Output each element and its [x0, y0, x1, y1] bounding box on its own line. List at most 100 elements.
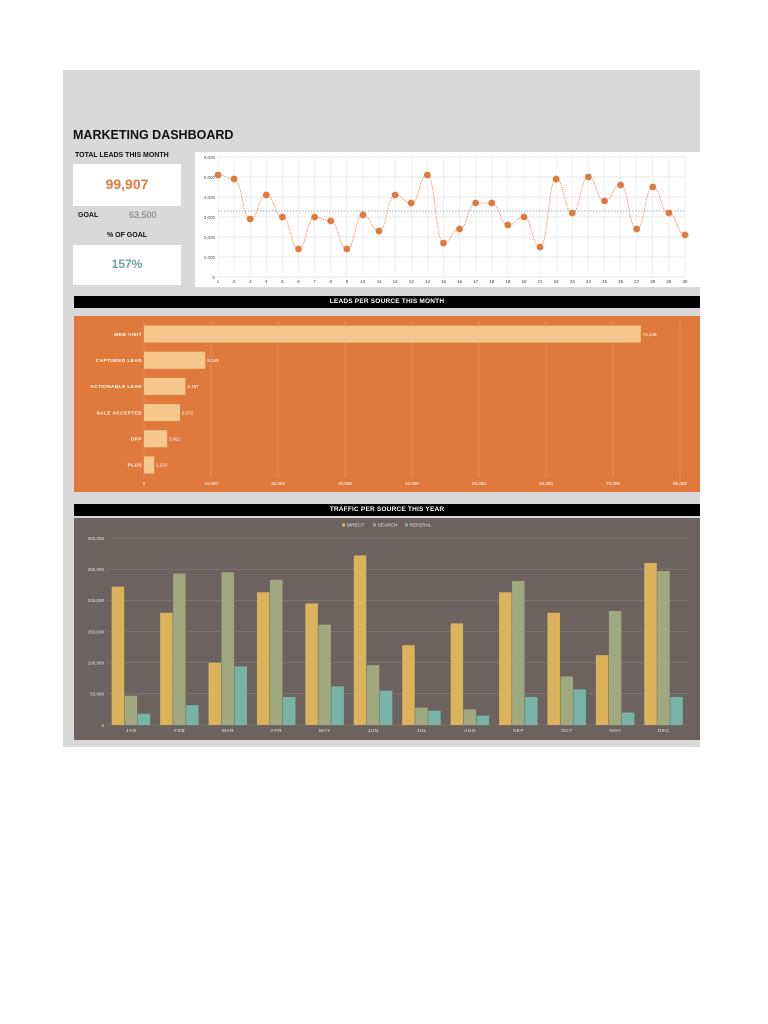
y-tick-label: 100,000 [88, 660, 105, 665]
data-point [601, 197, 608, 205]
category-label: SALE ACCEPTED [96, 410, 142, 416]
x-tick-label: 20 [521, 279, 527, 284]
column-bar [547, 612, 560, 725]
x-tick-label: 30 [682, 279, 688, 284]
y-tick-label: 0 [212, 275, 215, 280]
x-tick-label: 17 [473, 279, 479, 284]
column-bar [282, 696, 296, 725]
bar-value-label: 3,451 [169, 437, 181, 442]
daily-leads-chart-panel: 0 1,000 2,000 3,000 4,000 5,000 6,000 1 2 3 4 5 6 7 8 9… [195, 152, 700, 287]
data-point [617, 181, 624, 189]
column-bar [621, 712, 635, 725]
x-tick-label: 24 [586, 279, 592, 284]
category-label: CAPTURED LEAD [96, 358, 142, 364]
column-bar [476, 715, 490, 725]
bar [144, 325, 641, 343]
legend-label: DIRECT [347, 523, 365, 529]
data-point [375, 227, 383, 235]
data-point [359, 211, 367, 219]
data-point [423, 171, 431, 179]
data-point [262, 191, 270, 199]
x-tick-label: 15 [441, 279, 447, 284]
column-bar [499, 592, 512, 725]
leads-chart-panel: 0 10,000 20,000 30,000 40,000 50,000 60,000 70,… [74, 316, 700, 492]
x-tick-label: JUN [368, 728, 379, 734]
x-tick-label: 9 [346, 279, 349, 284]
column-bar [512, 581, 525, 725]
x-tick-label: 1 [217, 279, 220, 284]
x-tick-label: AUG [464, 728, 476, 734]
legend-swatch [405, 523, 408, 527]
x-tick-label: 18 [489, 279, 495, 284]
bar-value-label: 6,187 [187, 384, 199, 389]
x-tick-label: 70,000 [606, 481, 620, 486]
data-point [536, 243, 544, 251]
goal-label: GOAL [78, 212, 99, 219]
x-tick-label: APR [271, 728, 282, 734]
x-tick-label: JUL [417, 728, 427, 734]
x-tick-label: MAY [319, 728, 331, 734]
column-bar [525, 696, 538, 725]
legend-swatch [373, 523, 376, 527]
traffic-section-band: TRAFFIC PER SOURCE THIS YEAR [74, 504, 700, 516]
bar-value-label: 74,148 [643, 332, 657, 337]
dashboard-sheet: MARKETING DASHBOARD TOTAL LEADS THIS MON… [63, 70, 700, 747]
column-bar [428, 710, 441, 725]
x-tick-label: 2 [233, 279, 236, 284]
column-bar [256, 592, 270, 725]
data-point [311, 213, 319, 221]
x-tick-label: 27 [634, 279, 640, 284]
y-tick-label: 5,000 [204, 175, 216, 180]
column-bar [208, 662, 222, 725]
goal-value: 63,500 [129, 210, 157, 220]
leads-per-source-chart: 0 10,000 20,000 30,000 40,000 50,000 60,000 70,… [74, 316, 700, 492]
bar [144, 430, 168, 448]
x-tick-label: 21 [538, 279, 544, 284]
x-tick-label: 60,000 [539, 481, 553, 486]
x-tick-label: 26 [618, 279, 624, 284]
column-bar [595, 655, 609, 725]
x-tick-label: 3 [249, 279, 252, 284]
y-tick-label: 2,000 [204, 235, 216, 240]
column-bar [379, 690, 393, 725]
category-label: OPP [131, 437, 143, 443]
legend-label: SEARCH [378, 523, 399, 529]
x-tick-label: MAR [222, 728, 234, 734]
column-bar [124, 695, 138, 725]
data-point [633, 225, 641, 233]
x-tick-label: NOV [609, 728, 621, 734]
x-tick-label: DEC [658, 728, 670, 734]
x-tick-label: 22 [554, 279, 560, 284]
y-tick-label: 50,000 [90, 692, 104, 697]
x-tick-label: 6 [297, 279, 300, 284]
x-tick-label: 14 [425, 279, 431, 284]
traffic-per-source-chart: 0 50,000 100,000 150,000 200,000 250,000 300,0… [74, 518, 700, 740]
x-tick-label: 12 [393, 279, 399, 284]
column-bar [415, 707, 428, 725]
x-tick-label: 8 [329, 279, 332, 284]
column-bar [269, 579, 283, 725]
column-bar [331, 686, 344, 725]
column-bar [234, 666, 248, 725]
legend-swatch [342, 523, 345, 527]
column-bar [186, 705, 199, 725]
y-tick-label: 0 [101, 723, 104, 728]
data-point [407, 199, 415, 207]
bar [144, 456, 155, 474]
column-bar [173, 573, 186, 725]
column-bar [450, 623, 464, 725]
column-bar [353, 555, 367, 725]
y-tick-label: 250,000 [88, 567, 105, 572]
data-point [552, 175, 560, 183]
x-tick-label: 4 [265, 279, 268, 284]
bar-value-label: 1,510 [156, 463, 168, 468]
data-point [279, 213, 286, 221]
x-tick-label: 7 [313, 279, 316, 284]
column-bar [305, 603, 318, 725]
data-point [295, 245, 302, 253]
column-bar [318, 624, 331, 725]
column-bar [573, 689, 586, 725]
x-tick-label: 10,000 [204, 481, 218, 486]
pct-goal-value: 157% [111, 257, 143, 271]
